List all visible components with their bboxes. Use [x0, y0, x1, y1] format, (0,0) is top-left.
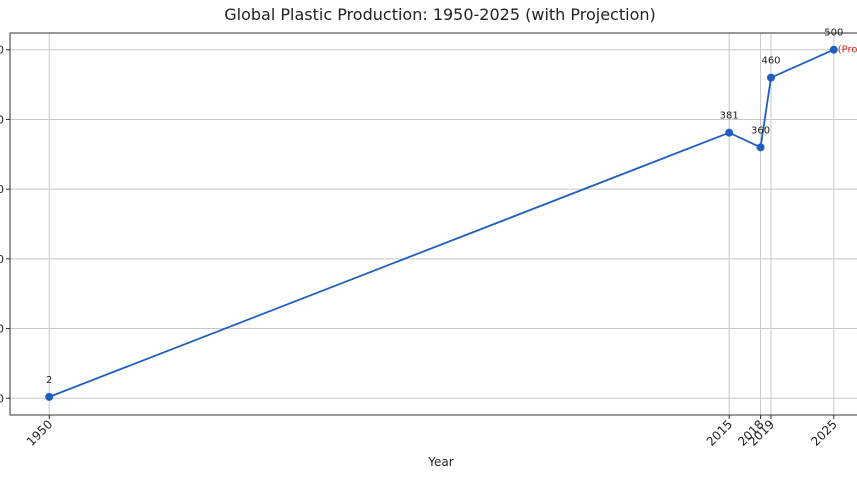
- x-tick-label: 2025: [808, 417, 839, 448]
- point: [829, 45, 838, 54]
- y-tick-label: 200: [0, 253, 4, 266]
- y-tick-label: 100: [0, 323, 4, 336]
- data-label: 381: [720, 111, 739, 122]
- point: [45, 392, 54, 401]
- point: [725, 128, 734, 137]
- data-label: 500: [824, 28, 843, 39]
- data-label: 460: [761, 56, 780, 67]
- point: [756, 143, 765, 152]
- x-axis-label: Year: [427, 455, 453, 469]
- x-tick-label: 2015: [704, 417, 735, 448]
- y-tick-label: 0: [0, 392, 4, 405]
- annotation: (Projection): [838, 45, 857, 56]
- y-tick-label: 400: [0, 113, 4, 126]
- line: [48, 48, 835, 398]
- data-label: 360: [751, 125, 770, 136]
- x-tick-label: 1950: [24, 417, 55, 448]
- chart-title: Global Plastic Production: 1950-2025 (wi…: [224, 5, 656, 24]
- y-tick-label: 500: [0, 44, 4, 57]
- x-tick-label: 2019: [746, 417, 777, 448]
- y-tick-label: 300: [0, 183, 4, 196]
- data-label: 2: [46, 375, 52, 386]
- point: [767, 73, 776, 82]
- plot-frame: [9, 32, 857, 416]
